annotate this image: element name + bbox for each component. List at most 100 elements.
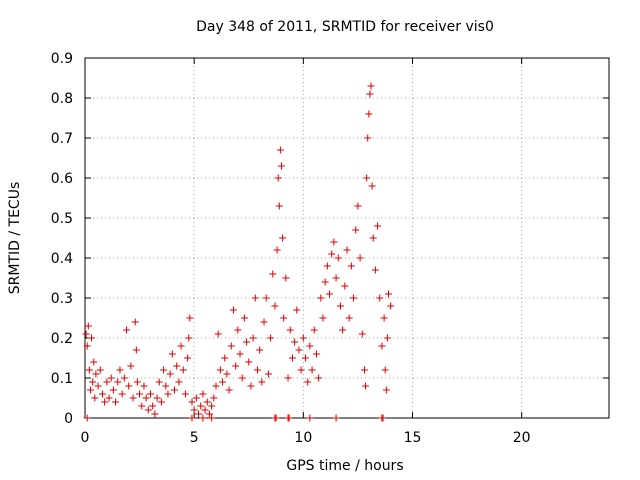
data-point [286,326,294,334]
data-point [358,330,366,338]
x-tick-label: 10 [294,430,312,446]
data-point [274,174,282,182]
data-point [367,82,375,90]
y-tick-label: 0.5 [51,211,73,227]
data-point [356,254,364,262]
data-point [354,202,362,210]
data-point [317,294,325,302]
y-tick-label: 0.3 [51,291,73,307]
data-point [376,294,384,302]
data-point [371,266,379,274]
data-point [195,410,203,418]
data-point [190,406,198,414]
data-point [120,374,128,382]
y-tick-label: 0.1 [51,371,73,387]
data-point [347,262,355,270]
data-point [118,390,126,398]
data-point [326,290,334,298]
data-point [214,330,222,338]
data-point [336,302,344,310]
data-point [171,386,179,394]
data-point [295,346,303,354]
data-point [382,386,390,394]
data-point [256,346,264,354]
chart-title: Day 348 of 2011, SRMTID for receiver vis… [196,19,494,35]
data-point [285,414,293,422]
y-tick-label: 0.9 [51,51,73,67]
data-point [219,378,227,386]
data-point [321,278,329,286]
data-point [149,402,157,410]
data-point [173,362,181,370]
data-point [208,414,216,422]
data-point [129,394,137,402]
data-point [227,342,235,350]
data-point [138,402,146,410]
data-point [297,366,305,374]
data-point [276,146,284,154]
data-point [205,410,213,418]
axis-ticks: 0 0.1 0.2 0.3 0.4 0.5 0.6 0.7 0.8 0.9 0 5 10 15 20 [51,51,609,446]
data-point [153,394,161,402]
data-point [264,370,272,378]
data-point [302,354,310,362]
data-point [362,382,370,390]
data-point [247,382,255,390]
data-point [378,342,386,350]
data-point [88,334,96,342]
data-point [262,294,270,302]
data-point [240,314,248,322]
data-point [352,226,360,234]
data-point [197,402,205,410]
data-point [312,350,320,358]
data-point [101,398,109,406]
x-tick-label: 20 [513,430,531,446]
data-point [350,294,358,302]
data-point [304,378,312,386]
data-point [103,378,111,386]
data-point [105,394,113,402]
data-point [293,306,301,314]
data-point [245,358,253,366]
data-point [272,414,280,422]
data-point [127,362,135,370]
data-point [323,262,331,270]
data-point [82,330,90,338]
data-point [85,366,93,374]
data-point [364,134,372,142]
data-point [166,370,174,378]
data-point [185,334,193,342]
data-point [160,366,168,374]
data-point [334,254,342,262]
data-point [147,390,154,398]
data-point [109,386,117,394]
data-point [162,382,170,390]
data-point [107,374,115,382]
data-point [210,394,218,402]
data-point [280,314,288,322]
data-point [360,366,368,374]
data-point [234,326,242,334]
data-point [83,342,91,350]
data-point [92,370,100,378]
data-point [208,402,216,410]
x-tick-label: 5 [190,430,199,446]
x-tick-label: 15 [404,430,422,446]
data-point [332,414,340,422]
data-point [369,234,377,242]
data-point [114,378,122,386]
data-point [164,390,172,398]
data-point [288,354,296,362]
data-point [278,162,285,170]
data-point [308,366,316,374]
data-point [328,250,336,258]
data-point [275,202,283,210]
data-point [98,390,106,398]
data-point [86,386,94,394]
data-point [116,366,124,374]
data-point [94,382,102,390]
data-point [365,110,373,118]
data-point [345,314,353,322]
data-point [83,414,91,422]
data-point [184,354,192,362]
